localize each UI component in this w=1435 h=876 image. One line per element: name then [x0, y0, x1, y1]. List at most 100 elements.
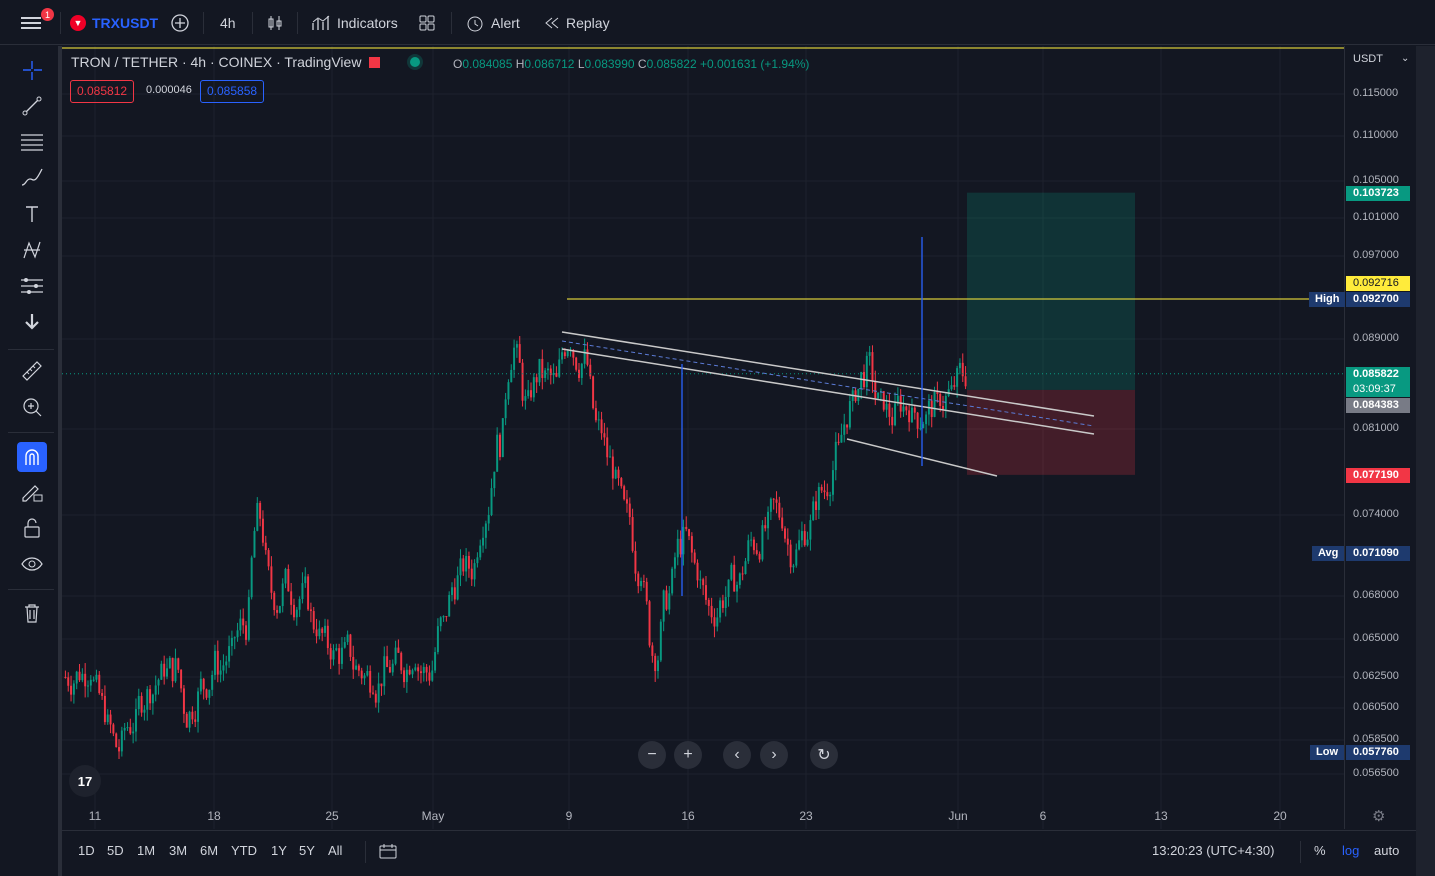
spread-value: 0.000046	[146, 84, 192, 96]
candle-body	[510, 369, 513, 383]
price-chart[interactable]	[62, 46, 1344, 829]
candle-body	[419, 671, 422, 674]
candle-body	[871, 352, 874, 382]
fib-tool[interactable]	[18, 128, 46, 156]
prediction-tool[interactable]	[18, 272, 46, 300]
symbol-label: TRXUSDT	[92, 14, 159, 31]
candle-body	[233, 637, 236, 639]
brush-tool[interactable]	[18, 164, 46, 192]
candle-body	[809, 520, 812, 540]
candle-body	[727, 579, 730, 598]
chevron-down-icon[interactable]: ⌄	[1401, 53, 1410, 64]
candle-body	[411, 670, 414, 675]
candle-body	[798, 540, 801, 550]
zoom-in-button[interactable]: +	[674, 741, 702, 769]
zoom-out-button[interactable]: −	[638, 741, 666, 769]
range-button-5d[interactable]: 5D	[107, 843, 124, 858]
range-button-3m[interactable]: 3M	[169, 843, 188, 858]
flag-icon[interactable]	[369, 56, 381, 68]
magnet-tool[interactable]	[17, 442, 47, 472]
remove-drawings-tool[interactable]	[18, 599, 46, 627]
candle-body	[493, 471, 496, 489]
candle-body	[961, 362, 964, 377]
pattern-tool[interactable]	[18, 236, 46, 264]
candle-body	[668, 593, 671, 610]
tradingview-logo[interactable]: 17	[69, 765, 101, 797]
lock-drawings-tool[interactable]	[18, 514, 46, 542]
candle-body	[781, 517, 784, 529]
price-tick: 0.062500	[1353, 670, 1399, 682]
symbol-search-button[interactable]: ▼ TRXUSDT	[70, 0, 158, 45]
price-scale[interactable]: USDT ⌄ 0.115000 0.110000 0.105000 0.101000 0…	[1344, 46, 1416, 829]
candle-body	[964, 376, 967, 387]
candle-body	[126, 727, 129, 729]
menu-button[interactable]	[20, 0, 42, 45]
chart-legend: TRON / TETHER · 4h · COINEX · TradingVie…	[71, 54, 421, 70]
candle-body	[140, 696, 143, 713]
candle-body	[682, 526, 685, 555]
candle-body	[166, 668, 168, 677]
symbol-title[interactable]: TRON / TETHER · 4h · COINEX · TradingVie…	[71, 54, 362, 70]
time-scale[interactable]: 11 18 25 May 9 16 23 Jun 6 13 20 ⚙	[62, 800, 1386, 830]
chart-type-button[interactable]	[266, 0, 284, 45]
alert-button[interactable]: Alert	[465, 0, 520, 45]
chart-pane[interactable]	[62, 46, 1344, 829]
time-tick: 9	[565, 809, 573, 823]
range-button-all[interactable]: All	[328, 843, 343, 858]
layouts-button[interactable]	[418, 0, 436, 45]
compare-add-button[interactable]	[170, 0, 190, 45]
interval-button[interactable]: 4h	[220, 0, 236, 45]
chevron-left-icon: ‹	[734, 746, 740, 763]
percent-toggle[interactable]: %	[1314, 843, 1326, 858]
text-tool[interactable]	[18, 200, 46, 228]
range-button-1m[interactable]: 1M	[137, 843, 156, 858]
price-tick: 0.101000	[1353, 211, 1399, 223]
settings-gear-icon[interactable]: ⚙	[1372, 808, 1386, 825]
price-tick: 0.058500	[1353, 733, 1399, 745]
currency-label[interactable]: USDT	[1353, 53, 1383, 65]
high-tag: High	[1309, 292, 1346, 307]
candle-body	[885, 403, 888, 410]
candle-body	[764, 525, 767, 529]
replay-button[interactable]: Replay	[544, 0, 610, 45]
candle-body	[792, 565, 795, 568]
clock-time[interactable]: 13:20:23 (UTC+4:30)	[1152, 843, 1275, 858]
candle-body	[332, 650, 335, 660]
candle-body	[778, 502, 781, 518]
candle-body	[820, 487, 823, 491]
candle-body	[377, 683, 380, 703]
sell-price-button[interactable]: 0.085812	[70, 80, 135, 103]
candle-body	[157, 679, 160, 686]
range-button-6m[interactable]: 6M	[200, 843, 219, 858]
measure-tool[interactable]	[18, 357, 46, 385]
log-toggle[interactable]: log	[1342, 843, 1360, 858]
trendline-tool[interactable]	[18, 92, 46, 120]
candle-body	[134, 709, 137, 732]
time-tick: 23	[799, 809, 813, 823]
candle-body	[583, 349, 586, 364]
zoom-tool[interactable]	[18, 393, 46, 421]
candle-body	[913, 407, 916, 413]
more-tools-button[interactable]	[18, 308, 46, 336]
candle-body	[321, 628, 324, 633]
range-button-1d[interactable]: 1D	[78, 843, 95, 858]
indicators-button[interactable]: Indicators	[311, 0, 398, 45]
hide-drawings-tool[interactable]	[18, 550, 46, 578]
date-range-button[interactable]	[378, 842, 398, 863]
crosshair-tool[interactable]	[18, 56, 46, 84]
candle-body	[936, 391, 939, 394]
reset-chart-button[interactable]: ↻	[810, 741, 838, 769]
candle-body	[380, 683, 383, 687]
stay-drawing-tool[interactable]	[18, 478, 46, 506]
scroll-right-button[interactable]: ›	[760, 741, 788, 769]
buy-price-button[interactable]: 0.085858	[200, 80, 265, 103]
range-button-5y[interactable]: 5Y	[299, 843, 315, 858]
candle-body	[654, 655, 657, 672]
candle-body	[857, 388, 860, 402]
auto-toggle[interactable]: auto	[1374, 843, 1400, 858]
scroll-left-button[interactable]: ‹	[723, 741, 751, 769]
range-button-1y[interactable]: 1Y	[271, 843, 287, 858]
range-button-ytd[interactable]: YTD	[231, 843, 257, 858]
reset-icon: ↻	[817, 747, 831, 764]
price-tick: 0.089000	[1353, 332, 1399, 344]
